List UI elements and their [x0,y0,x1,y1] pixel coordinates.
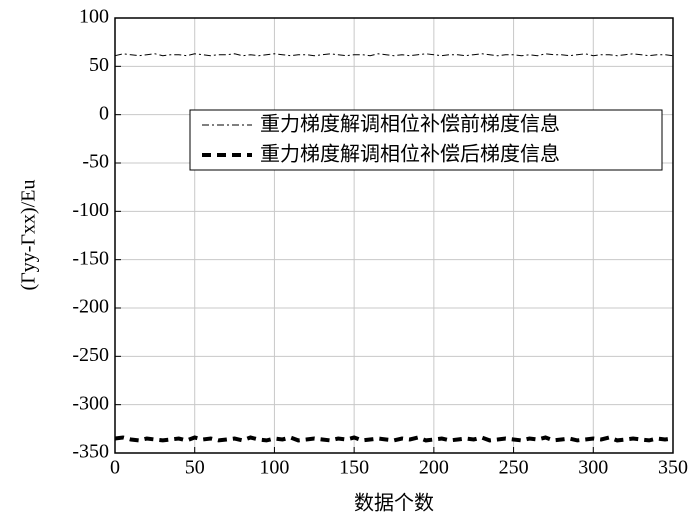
x-tick-label: 100 [259,457,289,479]
x-tick-label: 200 [419,457,449,479]
y-tick-label: -300 [72,392,109,414]
y-tick-label: -100 [72,199,109,221]
legend-label: 重力梯度解调相位补偿前梯度信息 [260,112,560,136]
x-tick-label: 300 [578,457,608,479]
x-tick-label: 350 [658,457,688,479]
x-tick-label: 250 [499,457,529,479]
y-tick-label: 50 [89,54,109,76]
y-tick-label: -250 [72,344,109,366]
y-tick-label: -350 [72,441,109,463]
y-axis-label: (Γyy-Γxx)/Eu [18,180,40,291]
x-tick-label: 150 [339,457,369,479]
series-line [114,53,674,57]
x-tick-label: 0 [110,457,120,479]
y-tick-label: 0 [99,102,109,124]
series-line [114,435,674,443]
plot-frame [114,17,674,454]
y-tick-label: -50 [82,151,109,173]
legend-label: 重力梯度解调相位补偿后梯度信息 [260,142,560,166]
legend-box [189,109,663,171]
x-axis-label: 数据个数 [354,491,434,515]
y-tick-label: -150 [72,247,109,269]
y-tick-label: -200 [72,296,109,318]
x-tick-label: 50 [185,457,205,479]
y-tick-label: 100 [79,6,109,28]
